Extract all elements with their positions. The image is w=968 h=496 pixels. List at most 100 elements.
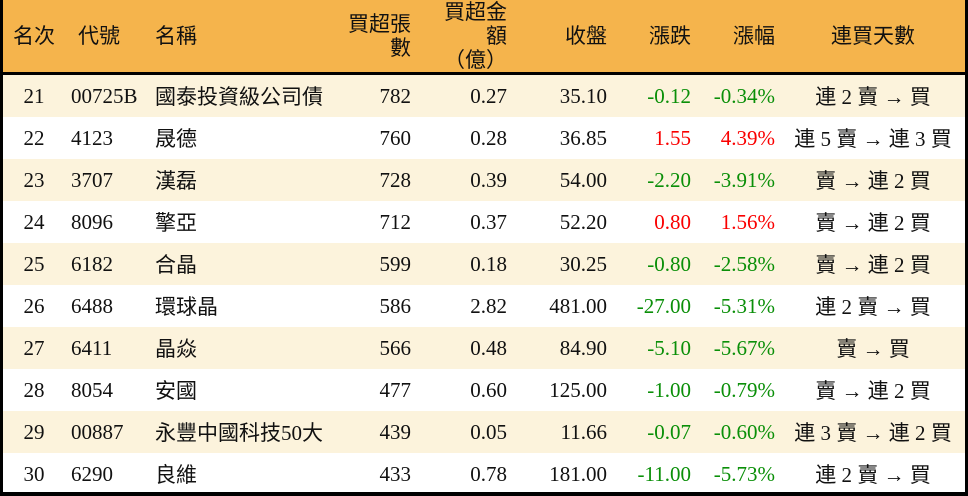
cell-code: 6290 [71, 461, 113, 486]
col-header-rank: 名次 [3, 0, 65, 76]
cell-volume: 760 [379, 125, 412, 150]
cell-close: 84.90 [559, 335, 607, 360]
cell-volume: 566 [379, 335, 412, 360]
table-row: 24 8096 擎亞 712 0.37 52.20 0.80 1.56% 賣 → 連 2 買 [3, 201, 965, 244]
cell-change: -27.00 [636, 293, 691, 318]
cell-amount: 0.27 [470, 83, 507, 108]
table-row: 28 8054 安國 477 0.60 125.00 -1.00 -0.79% 賣 → 連 2 … [3, 369, 965, 412]
table-row: 22 4123 晟德 760 0.28 36.85 1.55 4.39% 連 5 賣 → 連 3… [3, 117, 965, 160]
cell-rank: 25 [23, 251, 45, 276]
cell-rank: 30 [23, 461, 45, 486]
cell-close: 36.85 [559, 125, 607, 150]
cell-code: 00725B [71, 83, 138, 108]
cell-close: 481.00 [549, 293, 607, 318]
data-table: 名次 代號 名稱 買超張數 買超金額 （億） 收盤 漲跌 漲幅 連買天數 21 0… [3, 0, 965, 492]
table-row: 26 6488 環球晶 586 2.82 481.00 -27.00 -5.31% 連 2 賣 … [3, 285, 965, 328]
cell-change-pct: -2.58% [713, 251, 775, 276]
cell-name: 擎亞 [155, 211, 197, 236]
cell-streak: 賣 → 連 2 買 [815, 379, 931, 404]
cell-name: 環球晶 [155, 295, 218, 320]
cell-close: 35.10 [559, 83, 607, 108]
table-row: 30 6290 良維 433 0.78 181.00 -11.00 -5.73% 連 2 賣 →… [3, 453, 965, 492]
cell-close: 181.00 [549, 461, 607, 486]
cell-code: 8054 [71, 377, 113, 402]
cell-name: 永豐中國科技50大 [155, 421, 323, 446]
cell-streak: 連 5 賣 → 連 3 買 [794, 127, 952, 152]
table-row: 29 00887 永豐中國科技50大 439 0.05 11.66 -0.07 -0.60% 連… [3, 411, 965, 454]
cell-change: -0.07 [647, 419, 691, 444]
cell-volume: 586 [379, 293, 412, 318]
cell-amount: 2.82 [470, 293, 507, 318]
header-row: 名次 代號 名稱 買超張數 買超金額 （億） 收盤 漲跌 漲幅 連買天數 [3, 0, 965, 76]
cell-streak: 連 2 賣 → 買 [815, 463, 931, 488]
col-header-amount-line2: （億） [444, 48, 507, 73]
cell-change-pct: -3.91% [713, 167, 775, 192]
cell-streak: 賣 → 買 [836, 337, 910, 362]
cell-name: 良維 [155, 463, 197, 488]
cell-rank: 28 [23, 377, 45, 402]
cell-code: 00887 [71, 419, 124, 444]
cell-change: -1.00 [647, 377, 691, 402]
cell-name: 安國 [155, 379, 197, 404]
col-header-code: 代號 [65, 0, 151, 76]
cell-code: 8096 [71, 209, 113, 234]
cell-change: -0.12 [647, 83, 691, 108]
cell-close: 52.20 [559, 209, 607, 234]
cell-close: 30.25 [559, 251, 607, 276]
cell-code: 6182 [71, 251, 113, 276]
col-header-close: 收盤 [519, 0, 615, 76]
cell-rank: 29 [23, 419, 45, 444]
cell-volume: 712 [379, 209, 412, 234]
table-row: 23 3707 漢磊 728 0.39 54.00 -2.20 -3.91% 賣 → 連 2 買 [3, 159, 965, 202]
cell-rank: 23 [23, 167, 45, 192]
cell-volume: 477 [379, 377, 412, 402]
cell-amount: 0.37 [470, 209, 507, 234]
cell-change-pct: 1.56% [720, 209, 775, 234]
cell-volume: 782 [379, 83, 412, 108]
cell-code: 3707 [71, 167, 113, 192]
cell-rank: 22 [23, 125, 45, 150]
cell-volume: 439 [379, 419, 412, 444]
col-header-change-pct: 漲幅 [697, 0, 781, 76]
col-header-amount-line1: 買超金額 [444, 0, 507, 49]
cell-rank: 27 [23, 335, 45, 360]
cell-name: 國泰投資級公司債 [155, 85, 323, 110]
cell-close: 125.00 [549, 377, 607, 402]
cell-volume: 433 [379, 461, 412, 486]
col-header-change: 漲跌 [615, 0, 697, 76]
cell-change: 0.80 [654, 209, 691, 234]
cell-change-pct: -0.79% [713, 377, 775, 402]
cell-code: 6411 [71, 335, 113, 360]
cell-amount: 0.39 [470, 167, 507, 192]
cell-streak: 賣 → 連 2 買 [815, 253, 931, 278]
cell-streak: 賣 → 連 2 買 [815, 211, 931, 236]
table-body: 21 00725B 國泰投資級公司債 782 0.27 35.10 -0.12 -0.34% 連… [3, 73, 965, 492]
cell-code: 6488 [71, 293, 113, 318]
cell-change-pct: -0.34% [713, 83, 775, 108]
table-row: 27 6411 晶焱 566 0.48 84.90 -5.10 -5.67% 賣 → 買 [3, 327, 965, 370]
cell-close: 54.00 [559, 167, 607, 192]
cell-change-pct: -0.60% [713, 419, 775, 444]
cell-rank: 26 [23, 293, 45, 318]
cell-amount: 0.28 [470, 125, 507, 150]
cell-change: -2.20 [647, 167, 691, 192]
cell-name: 晶焱 [155, 337, 197, 362]
cell-change: -0.80 [647, 251, 691, 276]
cell-amount: 0.48 [470, 335, 507, 360]
cell-change: -11.00 [637, 461, 691, 486]
cell-volume: 728 [379, 167, 412, 192]
cell-amount: 0.05 [470, 419, 507, 444]
cell-name: 漢磊 [155, 169, 197, 194]
col-header-name: 名稱 [151, 0, 337, 76]
cell-amount: 0.60 [470, 377, 507, 402]
col-header-streak: 連買天數 [781, 0, 965, 76]
cell-change-pct: -5.31% [713, 293, 775, 318]
cell-streak: 連 2 賣 → 買 [815, 295, 931, 320]
cell-change: 1.55 [654, 125, 691, 150]
cell-code: 4123 [71, 125, 113, 150]
cell-streak: 賣 → 連 2 買 [815, 169, 931, 194]
table-row: 25 6182 合晶 599 0.18 30.25 -0.80 -2.58% 賣 → 連 2 買 [3, 243, 965, 286]
cell-volume: 599 [379, 251, 412, 276]
cell-rank: 21 [23, 83, 45, 108]
